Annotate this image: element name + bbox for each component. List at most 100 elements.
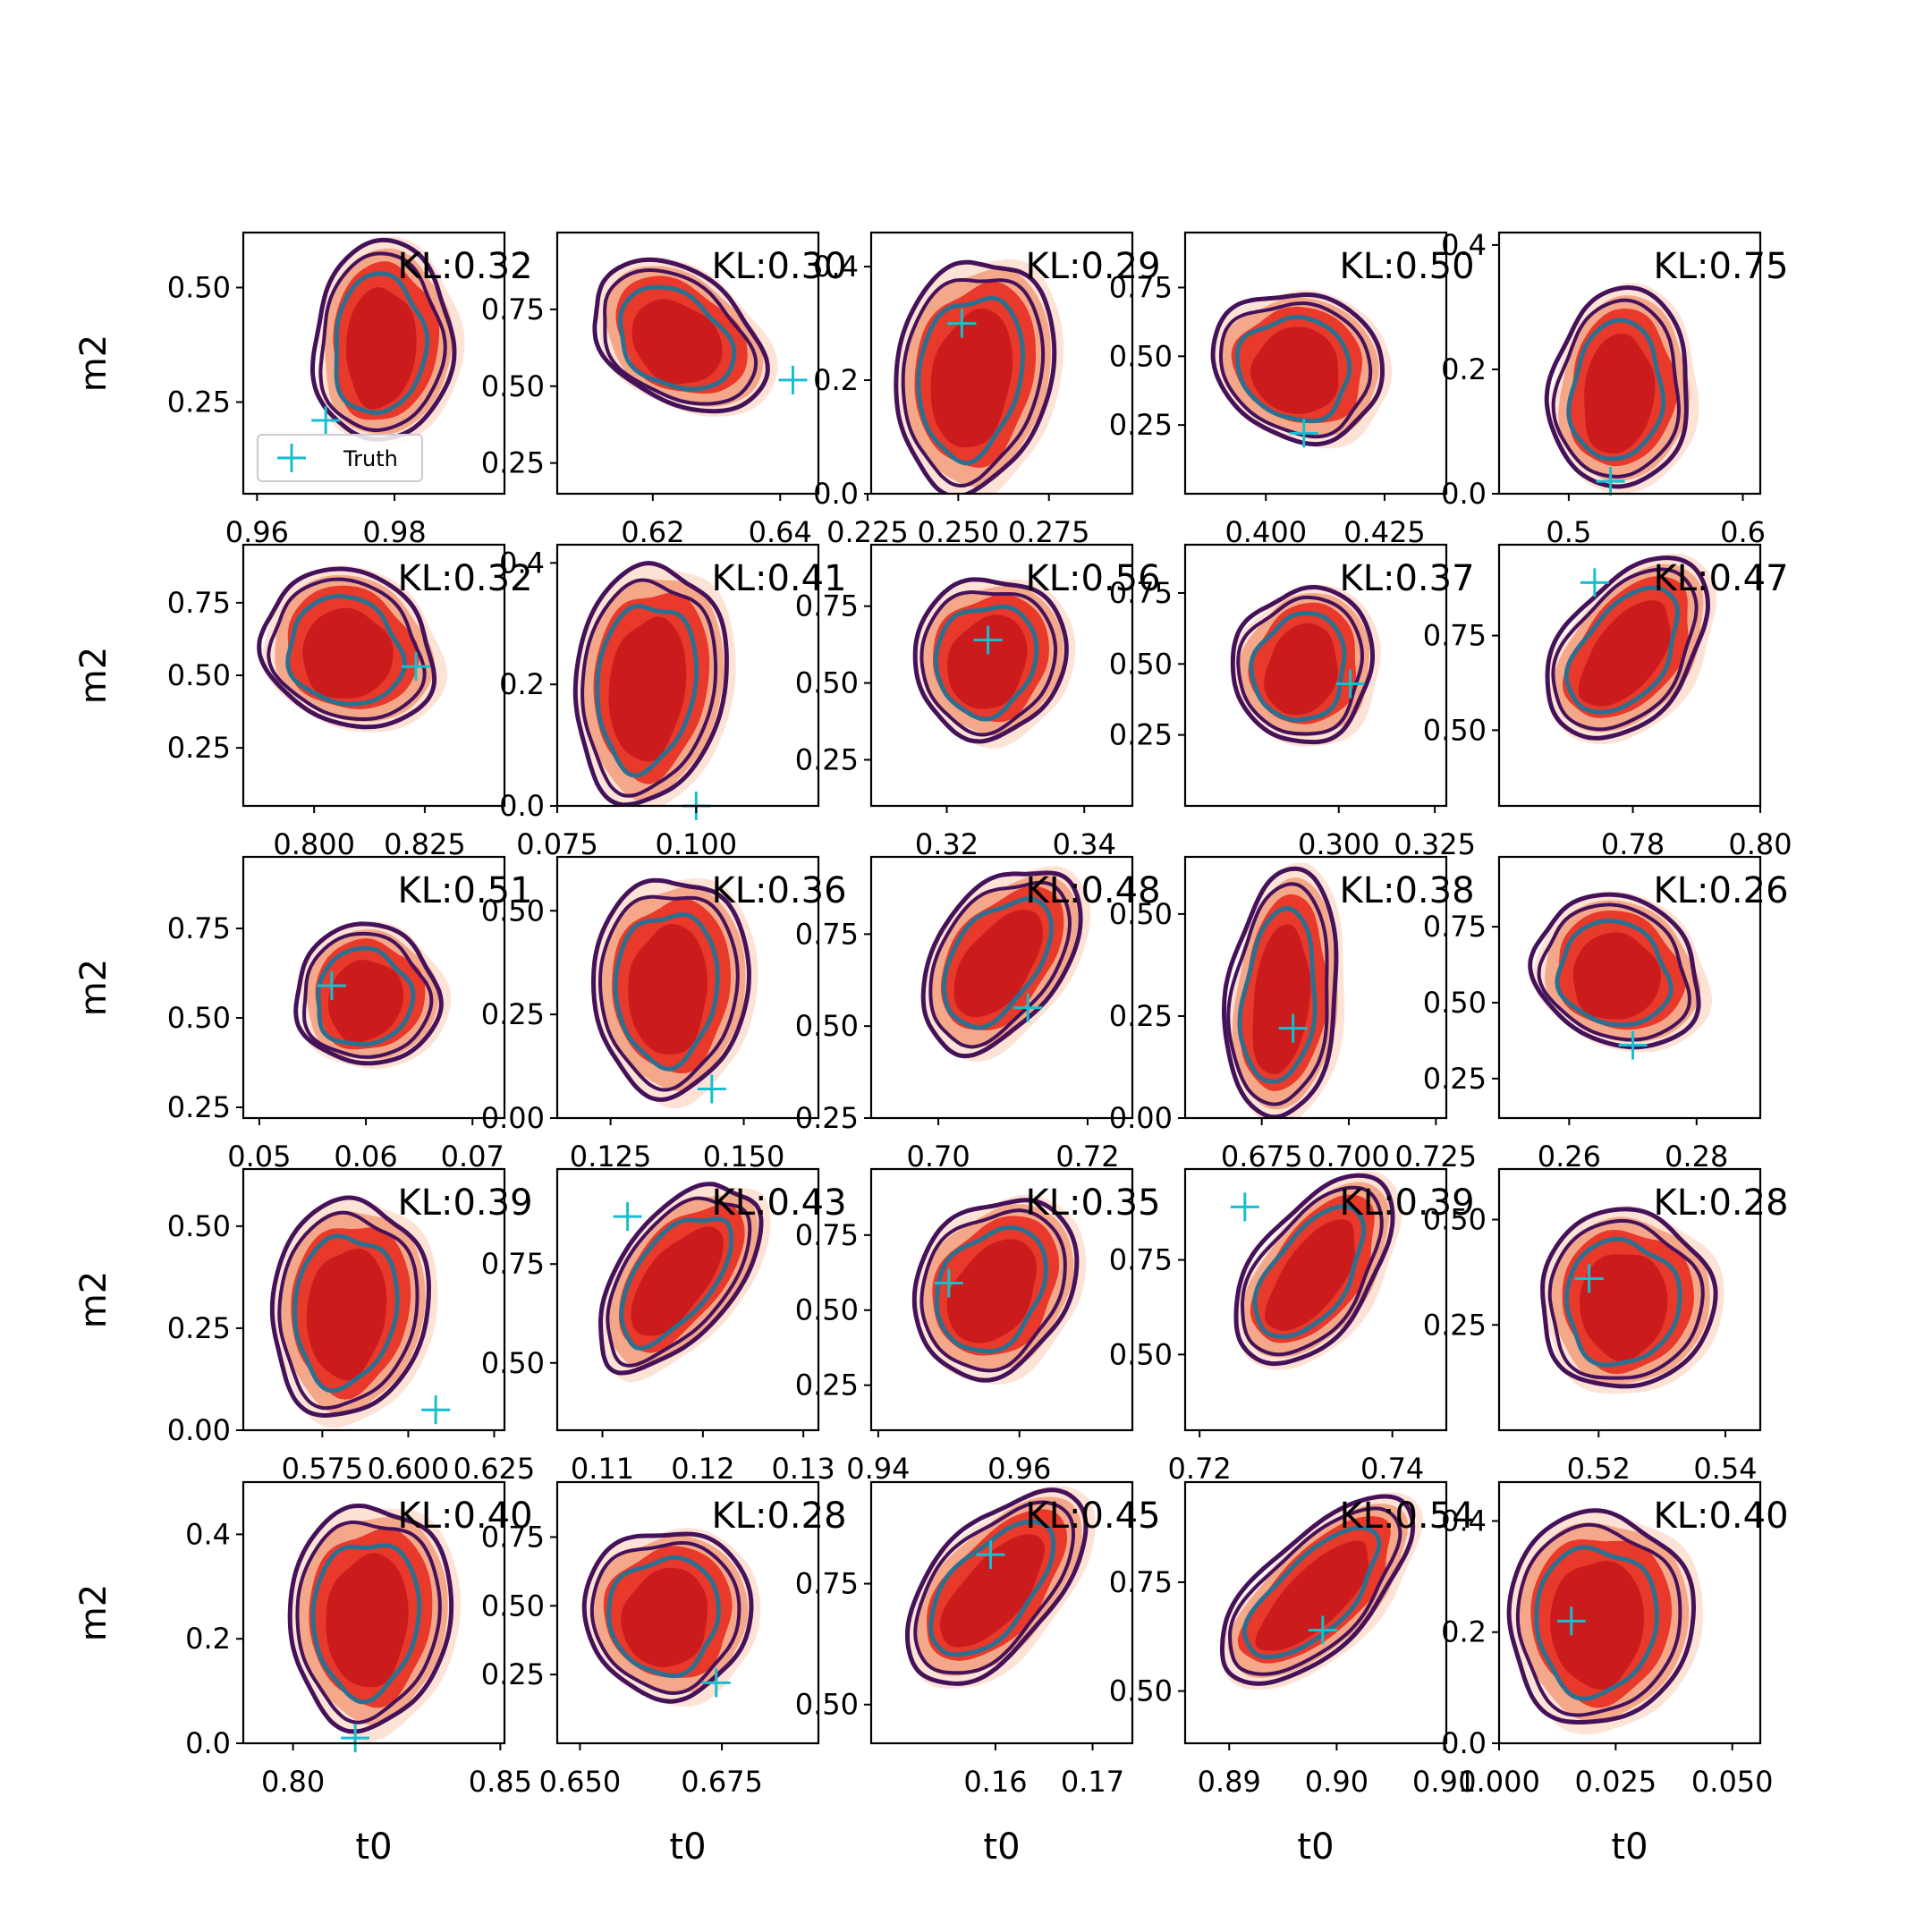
truth-marker bbox=[1230, 1192, 1259, 1222]
y-tick-label: 0.2 bbox=[185, 1622, 231, 1656]
y-tick-label: 0.75 bbox=[1109, 1565, 1173, 1599]
y-tick-label: 0.50 bbox=[481, 369, 545, 403]
x-tick-label: 0.70 bbox=[906, 1140, 970, 1174]
posterior-density bbox=[1219, 1492, 1424, 1690]
x-tick-label: 0.89 bbox=[1198, 1765, 1261, 1799]
x-tick-label: 0.025 bbox=[1575, 1765, 1657, 1799]
y-tick-label: 0.50 bbox=[167, 658, 231, 692]
axes-frame bbox=[869, 1167, 1134, 1432]
contour-second-line bbox=[589, 1540, 741, 1695]
contour-second-line bbox=[580, 578, 718, 798]
contour-inner-line bbox=[1241, 1525, 1382, 1659]
contour-inner-line bbox=[285, 594, 407, 707]
x-tick-label: 0.275 bbox=[1008, 515, 1090, 549]
contour-outer-line bbox=[894, 259, 1057, 494]
y-tick-label: 0.75 bbox=[1109, 1243, 1173, 1277]
contour-second-line bbox=[606, 1196, 752, 1368]
y-tick-label: 0.50 bbox=[795, 666, 859, 700]
contour-second-line bbox=[277, 1210, 419, 1411]
posterior-density bbox=[920, 866, 1091, 1063]
axes-frame bbox=[1497, 1167, 1762, 1432]
x-tick-label: 0.96 bbox=[987, 1452, 1051, 1486]
truth-marker bbox=[973, 625, 1003, 655]
contour-outer-line bbox=[590, 877, 751, 1102]
x-tick-label: 0.16 bbox=[963, 1765, 1027, 1799]
x-tick-label: 0.700 bbox=[1308, 1140, 1390, 1174]
contour-second-line bbox=[1240, 1185, 1384, 1357]
panel-r2-c4: KL:0.26 0.26 0.28 0.25 0.50 0.75 bbox=[1423, 855, 1789, 1174]
kl-label: KL:0.38 bbox=[1339, 870, 1474, 911]
contour-second-line bbox=[295, 1520, 442, 1724]
y-tick-label: 0.2 bbox=[1441, 1615, 1487, 1649]
kl-label: KL:0.30 bbox=[711, 246, 846, 287]
x-tick-label: 0.600 bbox=[368, 1452, 450, 1486]
panel-r1-c4: KL:0.47 0.78 0.80 0.50 0.75 bbox=[1423, 543, 1792, 861]
truth-marker bbox=[341, 1724, 370, 1753]
axes-frame bbox=[555, 1480, 820, 1745]
x-tick-label: 0.400 bbox=[1224, 515, 1307, 549]
contour-inner-line bbox=[617, 284, 737, 392]
x-tick-label: 0.80 bbox=[1728, 827, 1792, 861]
truth-marker bbox=[317, 971, 346, 1000]
contour-second-line bbox=[267, 577, 427, 722]
y-tick-label: 0.25 bbox=[1109, 999, 1173, 1033]
kl-label: KL:0.39 bbox=[1339, 1182, 1474, 1224]
y-axis-label: m2 bbox=[73, 959, 114, 1016]
truth-marker bbox=[1278, 1013, 1308, 1043]
x-tick-label: 0.62 bbox=[621, 515, 684, 549]
x-tick-label: 0.74 bbox=[1360, 1452, 1424, 1486]
truth-marker bbox=[1574, 1264, 1604, 1293]
panel-r4-c4: KL:0.40 0.000 0.025 0.050 0.0 0.2 0.4 t0 bbox=[1441, 1480, 1789, 1868]
y-tick-label: 0.75 bbox=[1423, 910, 1487, 944]
axes-frame bbox=[242, 231, 506, 496]
contour-outer-line bbox=[287, 1503, 454, 1734]
x-tick-label: 0.91 bbox=[1412, 1765, 1476, 1799]
posterior-density bbox=[592, 257, 778, 417]
truth-marker bbox=[311, 406, 341, 436]
density-core-region bbox=[1578, 600, 1671, 707]
density-core-region bbox=[345, 287, 417, 410]
density-core-region bbox=[946, 1239, 1038, 1343]
posterior-density bbox=[894, 258, 1064, 494]
x-tick-label: 0.85 bbox=[469, 1765, 532, 1799]
y-tick-label: 0.50 bbox=[1109, 897, 1173, 931]
x-tick-label: 0.650 bbox=[539, 1765, 622, 1799]
y-axis-label: m2 bbox=[73, 1584, 114, 1641]
axes-frame bbox=[555, 1167, 820, 1432]
density-core-region bbox=[1250, 326, 1339, 414]
contour-inner-line bbox=[928, 1519, 1056, 1657]
x-tick-label: 0.250 bbox=[918, 515, 1000, 549]
contour-inner-line bbox=[310, 1543, 422, 1705]
x-tick-label: 0.07 bbox=[441, 1140, 504, 1174]
panel-r3-c0: KL:0.39 0.575 0.600 0.625 0.00 0.25 0.50 m2 bbox=[73, 1167, 535, 1486]
kl-label: KL:0.43 bbox=[711, 1182, 846, 1224]
posterior-density bbox=[598, 1182, 771, 1383]
panel-r4-c3: KL:0.54 0.89 0.90 0.91 0.50 0.75 t0 bbox=[1109, 1480, 1476, 1868]
kl-label: KL:0.51 bbox=[397, 870, 532, 911]
contour-outer-line bbox=[269, 1195, 431, 1419]
density-core-region bbox=[631, 1226, 724, 1336]
contour-outer-line bbox=[911, 1198, 1080, 1383]
x-tick-label: 0.575 bbox=[282, 1452, 364, 1486]
y-axis-label: m2 bbox=[73, 335, 114, 392]
y-tick-label: 0.0 bbox=[813, 477, 859, 511]
x-tick-label: 0.96 bbox=[225, 515, 289, 549]
truth-marker bbox=[613, 1202, 642, 1232]
contour-inner-line bbox=[1237, 905, 1318, 1084]
contour-second-line bbox=[1228, 1506, 1402, 1676]
truth-marker bbox=[697, 1074, 726, 1104]
contour-second-line bbox=[1551, 298, 1681, 479]
truth-marker bbox=[1596, 467, 1625, 496]
legend-box bbox=[257, 434, 423, 482]
contour-outer-line bbox=[309, 237, 457, 442]
truth-marker bbox=[947, 309, 977, 338]
kl-label: KL:0.36 bbox=[711, 870, 846, 911]
axes-frame bbox=[1497, 231, 1762, 496]
kl-label: KL:0.47 bbox=[1653, 558, 1788, 599]
contour-inner-line bbox=[933, 604, 1039, 722]
contour-outer-line bbox=[1540, 1207, 1718, 1389]
y-tick-label: 0.2 bbox=[813, 363, 859, 397]
contour-inner-line bbox=[1566, 318, 1666, 462]
contour-outer-line bbox=[581, 1531, 754, 1704]
